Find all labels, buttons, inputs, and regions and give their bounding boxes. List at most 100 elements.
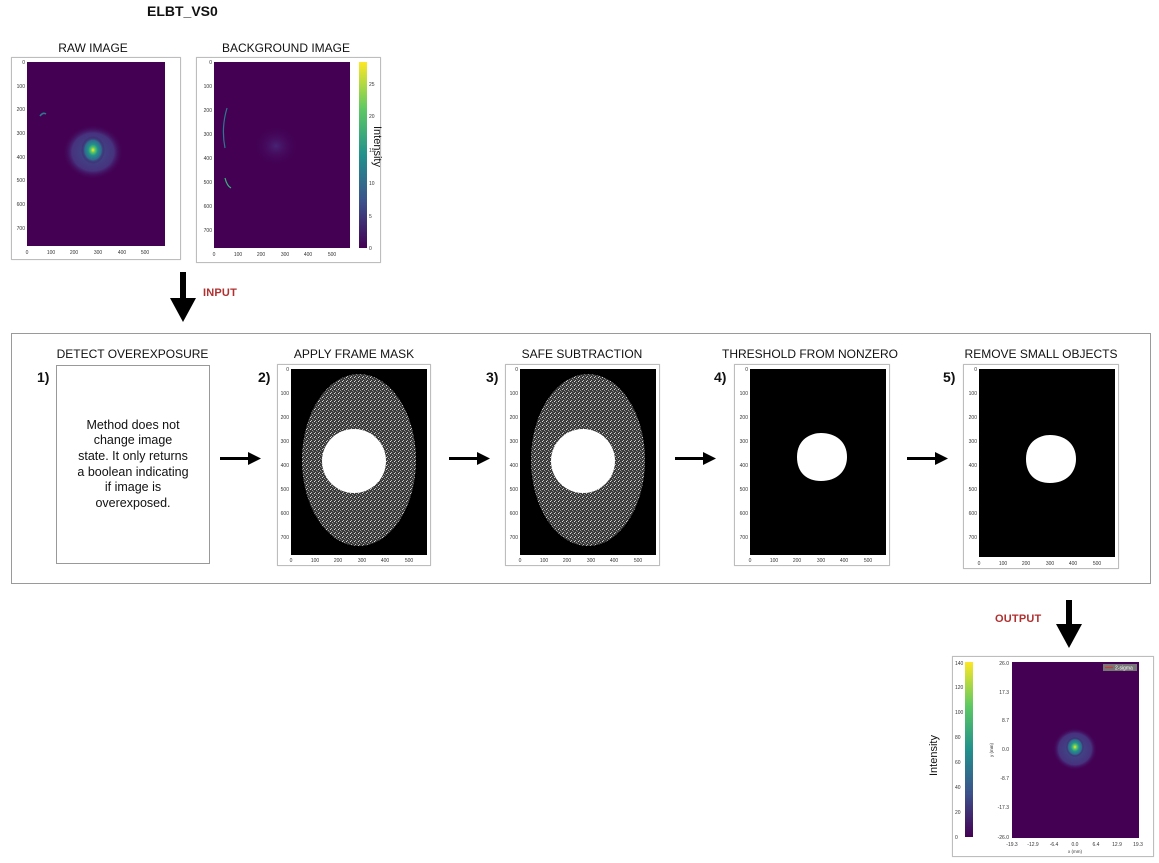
step2-x-tick: 0 bbox=[290, 558, 293, 564]
step3-beam-core bbox=[551, 429, 615, 493]
raw-image-frame: 0 100 200 300 400 500 600 700 0 100 200 … bbox=[11, 57, 181, 260]
step5-beam-mask bbox=[1026, 435, 1076, 483]
step4-y-tick: 700 bbox=[740, 535, 749, 541]
step3-number: 3) bbox=[486, 369, 499, 385]
raw-x-tick: 400 bbox=[118, 250, 127, 256]
step-arrow-4-5 bbox=[907, 452, 948, 465]
output-colorbar-tick: 140 bbox=[955, 661, 964, 667]
raw-y-tick: 200 bbox=[17, 107, 26, 113]
step3-y-tick-labels: 0 100 200 300 400 500 600 700 bbox=[510, 367, 519, 541]
step5-x-tick: 100 bbox=[999, 561, 1008, 567]
step3-y-tick: 100 bbox=[510, 391, 519, 397]
step5-x-tick: 300 bbox=[1046, 561, 1055, 567]
bg-y-tick: 500 bbox=[204, 180, 213, 186]
raw-x-tick-labels: 0 100 200 300 400 500 bbox=[26, 250, 150, 256]
background-x-tick-labels: 0 100 200 300 400 500 bbox=[213, 252, 337, 258]
background-image-plot: 25 20 15 10 5 0 0 100 200 300 400 500 60… bbox=[204, 60, 375, 258]
raw-x-tick: 500 bbox=[141, 250, 150, 256]
output-plot: 140 120 100 80 60 40 20 0 2-sigma 26.0 1… bbox=[955, 661, 1143, 854]
step3-y-tick: 500 bbox=[510, 487, 519, 493]
step5-y-tick-labels: 0 100 200 300 400 500 600 700 bbox=[969, 367, 978, 541]
output-y-tick: -8.7 bbox=[1000, 776, 1009, 782]
step2-caption: APPLY FRAME MASK bbox=[293, 347, 415, 361]
output-x-tick: 0.0 bbox=[1072, 842, 1079, 848]
step5-y-tick: 600 bbox=[969, 511, 978, 517]
step-arrow-3-4 bbox=[675, 452, 716, 465]
step2-y-tick: 200 bbox=[281, 415, 290, 421]
step2-plot: 0 100 200 300 400 500 600 700 0 100 200 … bbox=[281, 367, 427, 564]
step3-x-tick: 500 bbox=[634, 558, 643, 564]
step5-x-tick: 500 bbox=[1093, 561, 1102, 567]
bg-y-tick: 200 bbox=[204, 108, 213, 114]
step5-x-tick-labels: 0 100 200 300 400 500 bbox=[978, 561, 1102, 567]
raw-y-tick: 400 bbox=[17, 155, 26, 161]
step2-y-tick: 700 bbox=[281, 535, 290, 541]
step4-y-tick: 100 bbox=[740, 391, 749, 397]
step-arrow-2-3 bbox=[449, 452, 490, 465]
step3-x-tick: 200 bbox=[563, 558, 572, 564]
step4-beam-mask bbox=[797, 433, 847, 481]
pipeline-box bbox=[11, 333, 1151, 584]
step2-y-tick: 600 bbox=[281, 511, 290, 517]
step5-y-tick: 400 bbox=[969, 463, 978, 469]
bg-x-tick: 200 bbox=[257, 252, 266, 258]
step-arrow-1-2 bbox=[220, 452, 261, 465]
step5-caption: REMOVE SMALL OBJECTS bbox=[964, 347, 1118, 361]
output-legend-text: 2-sigma bbox=[1115, 666, 1133, 672]
colorbar-tick: 5 bbox=[369, 214, 372, 220]
output-colorbar-label: Intensity bbox=[928, 735, 940, 776]
raw-x-tick: 300 bbox=[94, 250, 103, 256]
step3-y-tick: 600 bbox=[510, 511, 519, 517]
background-colorbar-label: Intensity bbox=[371, 126, 383, 167]
raw-y-tick: 100 bbox=[17, 84, 26, 90]
background-edge-artifact bbox=[224, 177, 232, 189]
output-y-tick: 0.0 bbox=[1002, 747, 1009, 753]
output-frame: 140 120 100 80 60 40 20 0 2-sigma 26.0 1… bbox=[952, 656, 1154, 857]
colorbar-tick: 20 bbox=[369, 114, 375, 120]
step4-x-tick: 300 bbox=[817, 558, 826, 564]
step4-x-tick: 100 bbox=[770, 558, 779, 564]
bg-x-tick: 100 bbox=[234, 252, 243, 258]
raw-x-tick: 100 bbox=[47, 250, 56, 256]
step4-y-tick: 500 bbox=[740, 487, 749, 493]
bg-x-tick: 400 bbox=[304, 252, 313, 258]
output-xlabel: x (mm) bbox=[1068, 849, 1082, 854]
output-colorbar-tick: 60 bbox=[955, 760, 961, 766]
output-y-tick: -26.0 bbox=[998, 835, 1010, 841]
step4-x-tick: 200 bbox=[793, 558, 802, 564]
step4-y-tick: 200 bbox=[740, 415, 749, 421]
bg-x-tick: 500 bbox=[328, 252, 337, 258]
step4-y-tick: 0 bbox=[745, 367, 748, 373]
step2-beam-core bbox=[322, 429, 386, 493]
step5-y-tick: 500 bbox=[969, 487, 978, 493]
background-image-frame: 25 20 15 10 5 0 0 100 200 300 400 500 60… bbox=[196, 57, 381, 263]
step2-x-tick: 200 bbox=[334, 558, 343, 564]
output-colorbar-ticks: 140 120 100 80 60 40 20 0 bbox=[955, 661, 964, 841]
bg-y-tick: 0 bbox=[209, 60, 212, 66]
step5-y-tick: 700 bbox=[969, 535, 978, 541]
step2-x-tick-labels: 0 100 200 300 400 500 bbox=[290, 558, 414, 564]
step3-x-tick: 400 bbox=[610, 558, 619, 564]
output-arrow bbox=[1056, 600, 1082, 648]
raw-y-tick: 0 bbox=[22, 60, 25, 66]
output-label: OUTPUT bbox=[995, 613, 1042, 625]
raw-y-tick: 600 bbox=[17, 202, 26, 208]
output-legend-box bbox=[1103, 664, 1137, 671]
output-colorbar-tick: 120 bbox=[955, 685, 964, 691]
output-colorbar-tick: 100 bbox=[955, 710, 964, 716]
step3-y-tick: 200 bbox=[510, 415, 519, 421]
colorbar-tick: 10 bbox=[369, 181, 375, 187]
colorbar-tick: 15 bbox=[369, 148, 375, 154]
step2-x-tick: 400 bbox=[381, 558, 390, 564]
step5-x-tick: 400 bbox=[1069, 561, 1078, 567]
step1-number: 1) bbox=[37, 369, 50, 385]
step3-y-tick: 400 bbox=[510, 463, 519, 469]
bg-y-tick: 600 bbox=[204, 204, 213, 210]
step3-y-tick: 700 bbox=[510, 535, 519, 541]
output-y-tick: 8.7 bbox=[1002, 718, 1009, 724]
step2-y-tick: 100 bbox=[281, 391, 290, 397]
step5-y-tick: 100 bbox=[969, 391, 978, 397]
step1-note-box: Method does not change image state. It o… bbox=[56, 365, 210, 564]
step4-y-tick: 400 bbox=[740, 463, 749, 469]
step3-plot: 0 100 200 300 400 500 600 700 0 100 200 … bbox=[510, 367, 656, 564]
